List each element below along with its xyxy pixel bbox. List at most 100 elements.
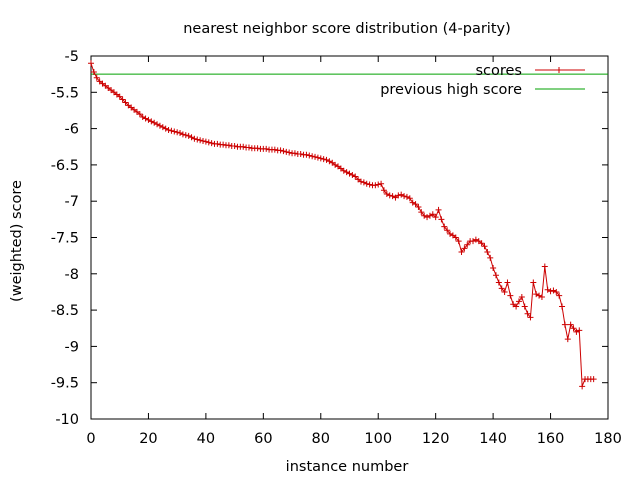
x-tick-label: 60 [254,431,272,447]
scores-point [245,144,252,151]
scores-point [168,127,175,134]
y-tick-label: -6 [65,122,79,138]
scores-line [90,63,594,387]
scores-point [225,142,232,149]
scores-point [323,156,330,163]
scores-point [309,153,316,160]
scores-point [424,214,431,221]
scores-point [326,158,333,165]
scores-point [576,327,583,334]
scores-point [432,214,439,221]
scores-point [254,145,261,152]
scores-point [507,292,514,299]
x-tick-label: 20 [139,431,157,447]
legend-label-scores: scores [475,63,522,79]
scores-point [455,238,462,245]
scores-point [550,287,557,294]
scores-point [401,193,408,200]
scores-point [93,74,100,81]
y-tick-label: -8 [65,267,79,283]
scores-point [151,119,158,126]
scores-point [530,279,537,286]
scores-point [317,155,324,162]
scores-point [182,132,189,139]
scores-point [490,264,497,271]
scores-point [352,173,359,180]
scores-point [518,294,525,301]
scores-point [88,60,94,67]
scores-point [320,156,327,163]
scores-point [363,180,370,187]
scores-point [202,138,209,145]
scores-point [395,192,402,199]
scores-point [406,195,413,202]
scores-point [553,288,560,295]
scores-point [418,209,425,216]
x-tick-label: 180 [594,431,622,447]
scores-point [145,116,152,123]
y-axis-label: (weighted) score [9,180,25,302]
scores-point [538,294,545,301]
scores-point [524,310,531,317]
scores-point [441,223,448,230]
y-tick-label: -8.5 [51,303,79,319]
scores-point [332,161,339,168]
scores-point [389,193,396,200]
scores-point [205,139,212,146]
y-tick-label: -9 [65,339,79,355]
scores-point [116,93,123,100]
scores-point [504,279,511,286]
y-tick-label: -9.5 [51,376,79,392]
scores-point [421,212,428,219]
scores-point [544,286,551,293]
scores-point [378,180,385,187]
legend-marker-scores [556,67,562,73]
scores-point [478,240,485,247]
scores-point [346,170,353,177]
scores-point [398,191,405,198]
scores-point [139,113,146,120]
y-axis-ticks: -5 -5.5 -6 -6.5 -7 -7.5 -8 -8.5 -9 -9.5 -10 [51,49,608,428]
scores-point [484,249,491,256]
y-tick-label: -5 [65,49,79,65]
scores-point [263,145,270,152]
scores-point [513,303,520,310]
y-tick-label: -7 [65,194,79,210]
scores-point [590,376,597,383]
scores-point [148,118,155,125]
scores-point [412,201,419,208]
scores-point [452,234,459,241]
scores-point [470,238,477,245]
scores-point [306,152,313,159]
scores-point [188,134,195,141]
scores-point [162,125,169,132]
x-tick-label: 160 [537,431,565,447]
x-axis-ticks: 0 20 40 60 80 100 120 140 160 180 [86,56,622,447]
scores-point [200,137,207,144]
x-tick-label: 0 [86,431,95,447]
scores-point [214,140,221,147]
scores-point [191,135,198,142]
scores-point [515,298,522,305]
scores-point [536,292,543,299]
scores-point [559,303,566,310]
legend-label-previous-high-score: previous high score [380,82,522,98]
scores-point [142,115,149,122]
scores-point [303,151,310,158]
scores-point [171,128,178,135]
scores-point [297,151,304,158]
scores-point [435,206,442,213]
scores-point [177,129,184,136]
x-tick-label: 100 [364,431,392,447]
scores-point [208,140,215,147]
scores-point [90,68,97,75]
scores-point [487,254,494,261]
scores-point [360,179,367,186]
scores-point [541,263,548,270]
scores-point [472,236,479,243]
y-tick-label: -5.5 [51,85,79,101]
scores-point [194,136,201,143]
scores-point [461,245,468,252]
scores-point [447,230,454,237]
